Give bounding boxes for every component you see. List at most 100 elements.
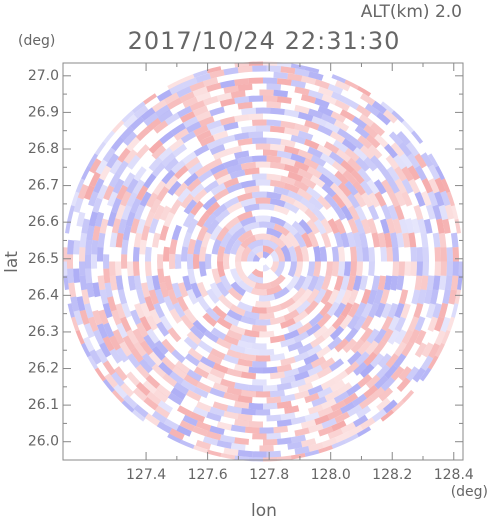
echo-cell: [287, 261, 297, 278]
echo-cell: [290, 79, 306, 89]
echo-cell: [273, 223, 290, 237]
echo-cell: [340, 302, 354, 318]
echo-cell: [329, 131, 346, 144]
echo-cell: [152, 180, 167, 196]
echo-cell: [109, 275, 118, 291]
echo-cell: [255, 319, 271, 326]
echo-cell: [151, 410, 167, 424]
echo-cell: [126, 191, 138, 208]
echo-cell: [115, 232, 124, 248]
echo-cell: [196, 212, 210, 228]
echo-cell: [223, 447, 239, 456]
echo-cell: [120, 125, 135, 141]
echo-cell: [368, 261, 375, 277]
echo-cell: [392, 261, 399, 277]
echo-cell: [132, 409, 146, 422]
echo-cell: [83, 323, 95, 339]
echo-cell: [423, 218, 433, 234]
echo-cell: [258, 221, 276, 230]
echo-cell: [314, 414, 330, 426]
echo-cell: [88, 191, 99, 207]
echo-cell: [255, 179, 271, 186]
echo-cell: [209, 425, 225, 435]
echo-cell: [115, 160, 129, 176]
echo-cell: [172, 365, 188, 380]
echo-cell: [234, 382, 250, 391]
echo-cell: [240, 371, 256, 380]
echo-cell: [111, 120, 125, 134]
echo-cell: [143, 396, 159, 411]
echo-cell: [363, 156, 378, 172]
echo-cell: [291, 287, 306, 303]
echo-cell: [107, 296, 117, 312]
echo-cell: [324, 121, 340, 134]
echo-cell: [442, 289, 451, 305]
echo-cell: [396, 275, 405, 291]
echo-cell: [156, 186, 170, 202]
echo-cell: [223, 410, 239, 420]
echo-cell: [206, 373, 222, 385]
echo-cell: [425, 303, 436, 319]
echo-cell: [216, 226, 230, 242]
echo-cell: [458, 261, 464, 276]
echo-cell: [251, 191, 267, 199]
echo-cell: [352, 232, 362, 248]
echo-cell: [347, 157, 362, 173]
echo-cell: [347, 193, 360, 209]
echo-cell: [321, 398, 337, 410]
echo-cell: [67, 303, 75, 318]
echo-cell: [200, 231, 212, 248]
echo-cell: [414, 342, 427, 358]
echo-cell: [251, 306, 267, 314]
echo-cell: [313, 325, 329, 339]
echo-cell: [371, 100, 387, 115]
echo-cell: [263, 245, 275, 255]
echo-cell: [103, 322, 115, 338]
echo-cell: [297, 111, 314, 122]
echo-cell: [352, 180, 366, 196]
echo-cell: [241, 107, 256, 115]
echo-cell: [123, 114, 138, 129]
x-tick-label: 127.6: [188, 467, 228, 483]
echo-cell: [428, 343, 440, 359]
echo-cell: [388, 315, 400, 332]
echo-cell: [308, 442, 324, 452]
echo-cell: [324, 193, 339, 209]
echo-cell: [432, 204, 442, 220]
echo-cell: [259, 445, 274, 452]
echo-cell: [117, 218, 128, 234]
echo-cell: [266, 155, 282, 163]
echo-cell: [401, 341, 414, 357]
echo-cell: [344, 327, 359, 343]
echo-cell: [385, 353, 399, 369]
echo-cell: [140, 107, 156, 121]
echo-cell: [167, 392, 183, 406]
echo-cell: [145, 192, 158, 208]
echo-cell: [169, 428, 185, 441]
echo-cell: [79, 309, 90, 325]
echo-cell: [432, 232, 441, 248]
echo-cell: [211, 268, 222, 285]
echo-cell: [212, 149, 229, 161]
echo-cell: [132, 387, 148, 402]
echo-cell: [133, 232, 143, 248]
echo-cell: [121, 302, 132, 319]
echo-cell: [206, 411, 222, 422]
echo-cell: [93, 178, 105, 194]
echo-cell: [255, 143, 271, 150]
echo-cell: [94, 211, 105, 227]
echo-cell: [313, 261, 321, 278]
echo-cell: [371, 408, 387, 423]
echo-cell: [255, 251, 263, 259]
echo-cell: [251, 173, 267, 181]
echo-cell: [174, 165, 189, 180]
echo-cell: [223, 67, 239, 76]
echo-cell: [255, 355, 271, 362]
echo-cell: [331, 420, 347, 432]
echo-cell: [307, 404, 324, 415]
echo-cell: [270, 161, 286, 170]
echo-cell: [166, 97, 183, 110]
echo-cell: [344, 147, 360, 162]
echo-cell: [304, 392, 320, 404]
